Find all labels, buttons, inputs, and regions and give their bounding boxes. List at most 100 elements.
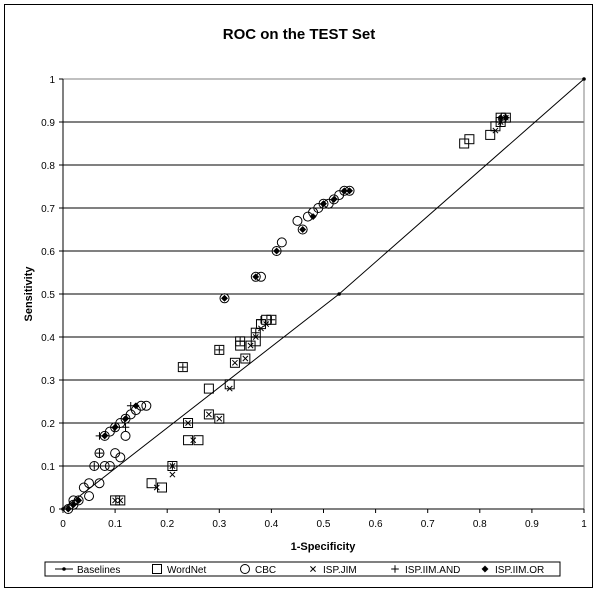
data-point [146,478,157,489]
data-point [330,195,338,203]
data-point [69,501,77,509]
data-point [111,423,119,431]
y-axis-label: Sensitivity [23,266,35,322]
legend-marker [391,565,399,573]
data-point [299,225,307,234]
y-tick-label: 0.6 [41,247,55,258]
series-isp-iim-and [90,113,510,470]
data-point [309,213,317,221]
x-tick-label: 0.6 [369,519,383,530]
data-point [345,187,354,195]
x-tick-label: 0.3 [212,519,226,530]
data-point [104,461,115,471]
data-point [190,437,197,444]
x-tick-label: 0 [60,519,66,530]
x-axis-label: 1-Specificity [291,541,357,553]
data-point [121,415,130,423]
data-point [231,359,238,366]
data-point [84,478,95,489]
data-point [250,271,261,282]
data-point [99,461,110,471]
data-point [75,496,83,504]
data-point [156,482,167,493]
y-tick-label: 0.1 [41,462,55,473]
data-point [267,316,276,324]
series-isp-iim-or [64,114,510,513]
data-point [242,355,249,362]
legend-box [44,561,561,577]
data-point [252,273,260,281]
series-wordnet [110,112,511,506]
data-point [485,129,496,140]
data-point [235,336,246,347]
data-point [169,471,176,478]
data-point [582,77,586,81]
y-tick-label: 0.9 [41,118,55,129]
y-tick-label: 1 [49,75,55,86]
data-point [84,491,95,502]
data-point [121,423,130,432]
y-tick-label: 0.8 [41,161,55,172]
legend-label: Baselines [77,565,120,576]
data-point [203,383,214,394]
data-point [340,187,348,195]
legend-label: WordNet [167,565,206,576]
data-point [214,344,225,355]
legend-marker [481,565,489,573]
data-point [226,385,233,392]
data-point [236,337,244,346]
data-point [183,418,194,428]
y-tick-label: 0.4 [41,333,55,344]
data-point [318,198,329,209]
data-point [214,413,225,424]
legend-marker [240,564,250,574]
data-point [115,495,126,506]
grid-lines [63,78,584,467]
x-tick-label: 1 [581,519,587,530]
data-point [90,462,99,470]
x-tick-label: 0.4 [264,519,278,530]
roc-chart: ROC on the TEST Set 00.10.20.30.40.50.60… [23,26,587,577]
series-isp-jim [112,114,509,504]
data-point [94,448,105,459]
data-point [258,325,264,332]
data-point [64,505,72,513]
x-tick-label: 0.1 [108,519,122,530]
data-point [215,346,224,354]
data-point [185,420,191,426]
data-point [205,411,212,418]
legend-label: ISP.IIM.OR [495,565,544,576]
data-point [464,134,475,145]
data-series [61,77,586,514]
legend-marker [62,567,66,571]
data-point [251,328,260,337]
data-point [337,292,341,296]
y-tick-label: 0.5 [41,290,55,301]
data-point [183,435,194,446]
data-point [220,294,229,302]
data-point [266,314,277,325]
axes: 0 0.1 0.2 0.3 0.4 0.5 0.6 0.7 0.8 0.9 1 0 0.1 0.2 0.3 0… [41,75,587,530]
data-point [497,114,505,122]
data-point [276,237,287,248]
legend-label: ISP.IIM.AND [405,565,460,576]
data-point [120,430,131,441]
data-point [110,495,121,506]
data-point [167,461,178,471]
data-point [271,246,282,256]
data-point [112,497,119,504]
x-tick-label: 0.9 [525,519,539,530]
legend-marker [310,566,316,572]
chart-title: ROC on the TEST Set [223,26,376,43]
data-point [193,435,204,446]
data-point [219,293,230,304]
data-point [203,409,214,420]
data-point [319,200,328,208]
data-point [94,478,105,489]
legend-label: CBC [255,565,276,576]
data-point [89,461,100,471]
x-tick-label: 0.7 [421,519,435,530]
x-tick-label: 0.8 [473,519,487,530]
y-tick-label: 0.7 [41,204,55,215]
data-point [240,353,251,364]
